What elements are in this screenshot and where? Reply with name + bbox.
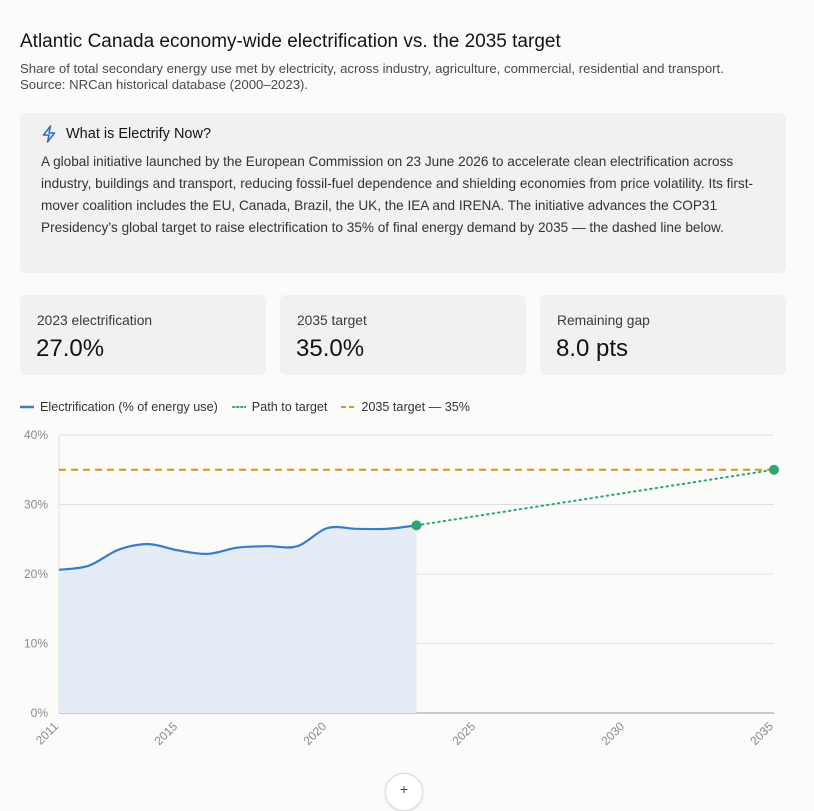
zoom-button[interactable]: + <box>385 773 423 811</box>
legend-item-path[interactable]: Path to target <box>231 400 328 414</box>
stat-card-gap: Remaining gap 8.0 pts <box>540 295 786 375</box>
legend-label: Path to target <box>251 400 328 414</box>
chart-legend: Electrification (% of energy use) Path t… <box>20 400 470 414</box>
electrification-line <box>58 524 417 571</box>
stat-label: 2023 electrification <box>37 313 153 328</box>
stat-value: 27.0% <box>36 335 105 362</box>
legend-swatch-solid <box>20 405 34 409</box>
y-tick-label: 40% <box>24 428 48 442</box>
stat-value: 8.0 pts <box>556 335 629 362</box>
legend-label: 2035 target — 35% <box>361 400 470 414</box>
x-tick-label: 2011 <box>33 719 61 747</box>
x-tick-label: 2025 <box>449 719 478 748</box>
x-tick-label: 2030 <box>598 719 627 748</box>
y-tick-label: 0% <box>31 706 49 720</box>
marker-2035 <box>769 464 779 475</box>
x-tick-label: 2015 <box>152 719 181 748</box>
chart-subtitle: Share of total secondary energy use met … <box>20 61 724 92</box>
legend-label: Electrification (% of energy use) <box>40 400 218 414</box>
info-header: What is Electrify Now? <box>41 125 211 143</box>
info-body: A global initiative launched by the Euro… <box>41 154 754 235</box>
plus-icon: + <box>399 781 409 797</box>
info-title: What is Electrify Now? <box>66 126 212 142</box>
legend-item-target[interactable]: 2035 target — 35% <box>341 400 470 414</box>
legend-swatch-dashed <box>341 406 356 408</box>
y-tick-label: 10% <box>24 637 48 651</box>
stat-label: 2035 target <box>297 313 367 328</box>
stat-card-2023: 2023 electrification 27.0% <box>20 295 266 375</box>
x-tick-label: 2020 <box>300 719 329 748</box>
y-tick-label: 30% <box>24 498 48 512</box>
chart-title: Atlantic Canada economy-wide electrifica… <box>20 31 561 52</box>
electrification-chart: 0% 10% 20% 30% 40% 2011 2015 2020 2025 2030 2035 <box>24 428 779 748</box>
stat-value: 35.0% <box>296 335 365 362</box>
path-to-target-line <box>415 468 775 527</box>
info-card: What is Electrify Now? A global initiati… <box>20 113 786 273</box>
y-tick-label: 20% <box>24 567 48 581</box>
stat-label: Remaining gap <box>557 313 650 328</box>
area-fill <box>59 525 417 713</box>
stat-card-target: 2035 target 35.0% <box>280 295 526 375</box>
x-tick-label: 2035 <box>747 719 776 748</box>
lightning-icon <box>41 125 57 143</box>
legend-swatch-dotted <box>231 406 246 408</box>
marker-2023 <box>411 520 422 531</box>
legend-item-electrification[interactable]: Electrification (% of energy use) <box>20 400 218 414</box>
